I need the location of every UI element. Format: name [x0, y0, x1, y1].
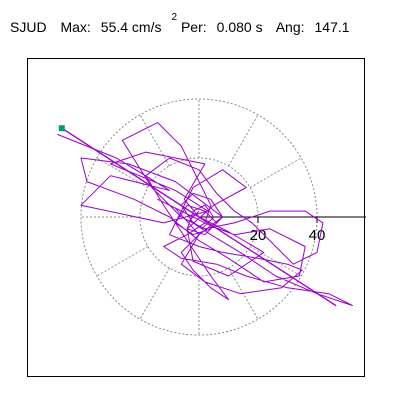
angle-label: Ang: [275, 18, 305, 35]
grid-spoke-30 [249, 157, 302, 188]
grid-spoke-240 [139, 267, 170, 320]
angle-value: 147.1 [314, 18, 350, 35]
grid-spoke-60 [228, 114, 259, 167]
period-value: 0.080 s [216, 18, 263, 35]
grid-spoke-330 [249, 246, 302, 277]
tick-label-40: 40 [309, 227, 326, 244]
station-name: SJUD [10, 18, 47, 35]
max-label: Max: [60, 18, 91, 35]
max-unit-exponent: 2 [171, 12, 178, 23]
max-point-marker [58, 125, 65, 132]
period-label: Per: [180, 18, 207, 35]
polar-trace-chart: 20 40 [57, 98, 366, 336]
chart-header: SJUD Max: 55.4 cm/s 2 Per: 0.080 s Ang: 147.… [10, 12, 360, 35]
max-value: 55.4 cm/s [100, 18, 162, 35]
acceleration-trace [57, 122, 353, 306]
grid-spoke-210 [96, 246, 149, 277]
grid-spoke-120 [139, 114, 170, 167]
polar-plot-frame: 20 40 [27, 58, 366, 377]
